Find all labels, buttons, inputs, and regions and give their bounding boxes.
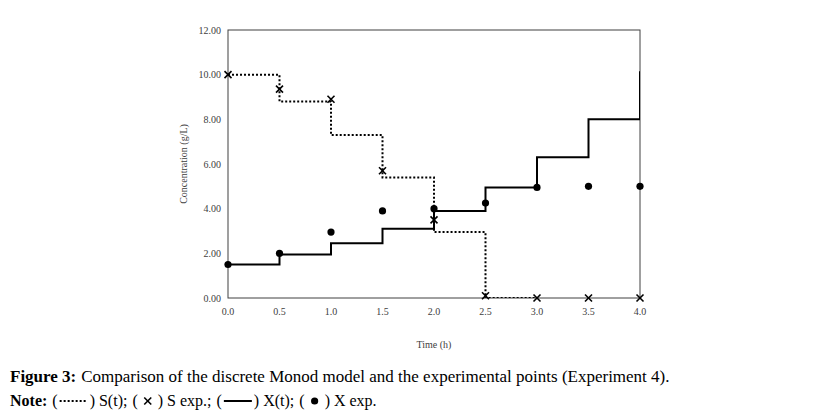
data-point	[276, 250, 283, 257]
marker-stroke	[144, 398, 151, 405]
data-point	[276, 86, 283, 93]
marker-stroke	[534, 295, 541, 302]
marker-stroke	[534, 295, 541, 302]
legend-symbol	[144, 398, 151, 405]
legend-entry: X exp.	[334, 392, 377, 410]
marker-stroke	[585, 295, 592, 302]
marker-stroke	[328, 96, 335, 103]
data-point	[328, 96, 335, 103]
marker-stroke	[276, 86, 283, 93]
note-label: Note:	[10, 392, 47, 409]
marker-stroke	[144, 398, 151, 405]
note-separator: ;	[290, 392, 294, 409]
x-tick-label: 3.5	[582, 306, 595, 317]
x-axis-title: Time (h)	[417, 339, 452, 351]
note-bracket: (	[132, 392, 137, 410]
data-point	[431, 216, 438, 223]
data-point	[482, 199, 489, 206]
data-point	[534, 295, 541, 302]
caption-label: Figure 3:	[10, 367, 76, 386]
legend-entry: S exp.	[167, 392, 207, 410]
data-point	[225, 71, 232, 78]
y-tick-label: 8.00	[204, 114, 222, 125]
note-bracket: (	[217, 392, 222, 410]
figure: 0.00 2.00 4.00 6.00 8.00 10.00 12.00 0.0 0.5 1.0 1…	[0, 0, 836, 420]
marker-stroke	[276, 86, 283, 93]
marker-stroke	[482, 292, 489, 299]
marker-stroke	[379, 167, 386, 174]
marker-stroke	[328, 96, 335, 103]
y-tick-label: 2.00	[204, 248, 222, 259]
data-point	[533, 184, 540, 191]
y-tick-label: 4.00	[204, 203, 222, 214]
note-bracket: )	[90, 392, 95, 410]
x-tick-label: 4.0	[634, 306, 647, 317]
data-point	[379, 207, 386, 214]
caption: Figure 3: Comparison of the discrete Mono…	[10, 367, 670, 386]
note-bracket: )	[325, 392, 330, 410]
marker-stroke	[637, 295, 644, 302]
legend-entry: X(t)	[263, 392, 290, 410]
x-tick-label: 1.0	[325, 306, 338, 317]
x-tick-label: 1.5	[376, 306, 389, 317]
points	[224, 71, 643, 301]
y-tick-label: 12.00	[199, 25, 222, 36]
note-bracket: )	[158, 392, 163, 410]
x-tick-label: 0.5	[273, 306, 286, 317]
marker-stroke	[379, 167, 386, 174]
note-bracket: )	[254, 392, 259, 410]
legend-symbol	[311, 397, 318, 404]
data-point	[327, 229, 334, 236]
note-bracket: (	[52, 392, 57, 410]
y-tick-label: 6.00	[204, 159, 222, 170]
note-separator: ;	[123, 392, 127, 409]
x-tick-label: 2.5	[479, 306, 492, 317]
series-line	[228, 71, 640, 264]
marker-stroke	[225, 71, 232, 78]
x-tick-label: 2.0	[428, 306, 441, 317]
x-tick-label: 0.0	[222, 306, 235, 317]
caption-text: Comparison of the discrete Monod model a…	[81, 367, 669, 386]
legend-symbol	[60, 400, 88, 402]
legend-entry: S(t)	[99, 392, 123, 410]
data-point	[585, 295, 592, 302]
data-point	[585, 183, 592, 190]
data-point	[636, 183, 643, 190]
data-point	[224, 261, 231, 268]
data-point	[430, 205, 437, 212]
note-separator: ;	[207, 392, 211, 409]
data-point	[637, 295, 644, 302]
marker-stroke	[585, 295, 592, 302]
marker-stroke	[482, 292, 489, 299]
marker-stroke	[637, 295, 644, 302]
marker-stroke	[431, 216, 438, 223]
marker-stroke	[225, 71, 232, 78]
y-tick-label: 0.00	[204, 293, 222, 304]
data-point	[482, 292, 489, 299]
note-bracket: (	[299, 392, 304, 410]
marker-stroke	[431, 216, 438, 223]
lines	[228, 71, 640, 298]
x-tick-label: 3.0	[531, 306, 544, 317]
y-axis-title: Concentration (g/L)	[178, 124, 190, 204]
legend-symbol	[224, 400, 252, 402]
plot-frame	[228, 30, 640, 298]
y-tick-label: 10.00	[199, 69, 222, 80]
data-point	[379, 167, 386, 174]
